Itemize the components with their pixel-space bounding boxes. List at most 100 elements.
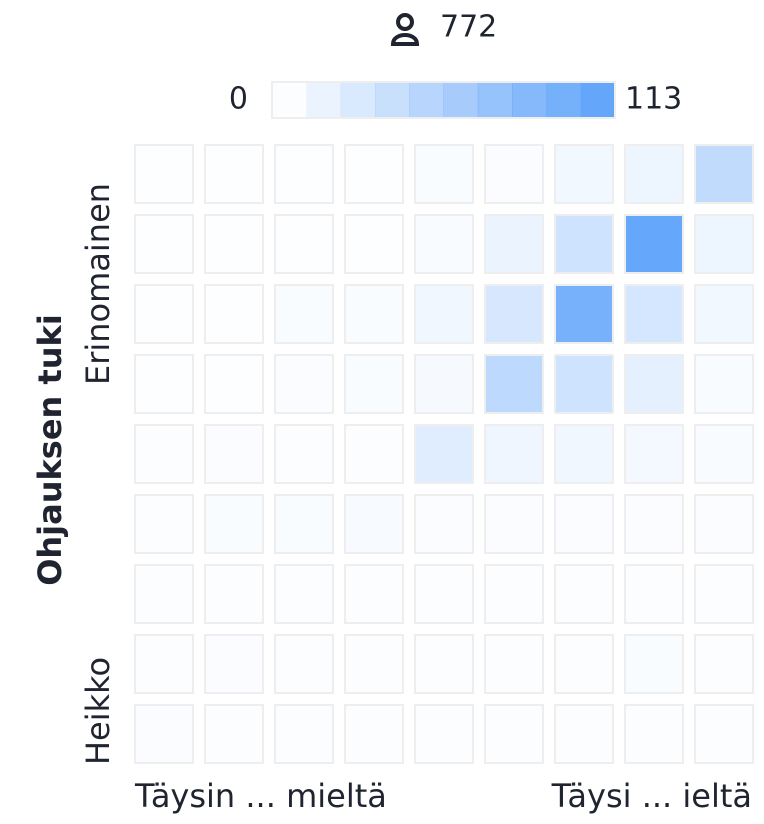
heatmap-cell xyxy=(554,354,614,414)
colorbar-step xyxy=(580,82,616,118)
heatmap-cell xyxy=(274,704,334,764)
y-bottom-label: Heikko xyxy=(79,657,117,765)
heatmap-cell xyxy=(344,634,404,694)
heatmap-cell xyxy=(624,494,684,554)
heatmap-cell xyxy=(694,424,754,484)
heatmap-cell xyxy=(134,214,194,274)
heatmap-cell xyxy=(484,354,544,414)
heatmap-cell xyxy=(274,284,334,344)
colorbar-border xyxy=(271,81,616,119)
heatmap-cell xyxy=(484,634,544,694)
heatmap-cell xyxy=(624,704,684,764)
heatmap-cell xyxy=(624,354,684,414)
heatmap-cell xyxy=(484,564,544,624)
colorbar-step xyxy=(272,82,307,118)
heatmap-cell xyxy=(344,144,404,204)
heatmap-cell xyxy=(694,144,754,204)
heatmap-cell xyxy=(554,144,614,204)
heatmap-cell xyxy=(414,214,474,274)
heatmap-cell xyxy=(414,634,474,694)
heatmap-cell xyxy=(134,564,194,624)
heatmap-cell xyxy=(624,634,684,694)
heatmap-cell xyxy=(414,144,474,204)
heatmap-cell xyxy=(414,354,474,414)
heatmap-cell xyxy=(274,494,334,554)
heatmap-cell xyxy=(554,704,614,764)
heatmap-cell xyxy=(344,214,404,274)
heatmap-cell xyxy=(694,704,754,764)
heatmap-cell xyxy=(694,214,754,274)
heatmap-cell xyxy=(624,424,684,484)
x-right-label: Täysi ... ieltä xyxy=(551,777,752,815)
heatmap-cell xyxy=(624,284,684,344)
heatmap-cell xyxy=(204,144,264,204)
y-top-label: Erinomainen xyxy=(79,183,117,385)
respondent-icon xyxy=(390,13,420,46)
heatmap-cell xyxy=(694,494,754,554)
heatmap-cell xyxy=(694,564,754,624)
heatmap-cell xyxy=(204,354,264,414)
heatmap-cell xyxy=(134,424,194,484)
colorbar-min: 0 xyxy=(229,82,248,117)
heatmap-cell xyxy=(414,424,474,484)
heatmap-cell xyxy=(134,634,194,694)
heatmap-cell xyxy=(344,284,404,344)
heatmap-cell xyxy=(274,214,334,274)
colorbar-step xyxy=(546,82,582,118)
heatmap-cell xyxy=(204,564,264,624)
heatmap-cell xyxy=(274,354,334,414)
heatmap-cell xyxy=(344,704,404,764)
heatmap-cell xyxy=(344,564,404,624)
heatmap-cell xyxy=(274,564,334,624)
heatmap-cell xyxy=(274,424,334,484)
heatmap-cell xyxy=(414,564,474,624)
heatmap-cell xyxy=(624,564,684,624)
heatmap-cell xyxy=(484,424,544,484)
heatmap-cell xyxy=(204,284,264,344)
y-axis-title: Ohjauksen tuki xyxy=(31,314,69,586)
heatmap-cell xyxy=(344,354,404,414)
heatmap-cell xyxy=(624,214,684,274)
heatmap-cell xyxy=(204,214,264,274)
heatmap-cell xyxy=(554,214,614,274)
heatmap-cell xyxy=(204,634,264,694)
colorbar-step xyxy=(512,82,547,118)
colorbar-step xyxy=(306,82,342,118)
heatmap-cell xyxy=(694,354,754,414)
heatmap-cell xyxy=(274,634,334,694)
heatmap-cell xyxy=(204,494,264,554)
heatmap-cell xyxy=(344,424,404,484)
heatmap-cell xyxy=(554,564,614,624)
heatmap-cell xyxy=(554,284,614,344)
heatmap-cell xyxy=(484,214,544,274)
heatmap-cell xyxy=(414,494,474,554)
respondent-count: 772 xyxy=(440,10,497,45)
heatmap-cell xyxy=(554,494,614,554)
heatmap-cell xyxy=(554,424,614,484)
colorbar-step xyxy=(374,82,410,118)
heatmap-cell xyxy=(134,354,194,414)
heatmap-cell xyxy=(134,284,194,344)
heatmap-cell xyxy=(204,424,264,484)
colorbar-max: 113 xyxy=(625,82,682,117)
heatmap-cell xyxy=(414,284,474,344)
heatmap-cell xyxy=(274,144,334,204)
heatmap-cell xyxy=(624,144,684,204)
heatmap-cell xyxy=(694,284,754,344)
x-left-label: Täysin ... mieltä xyxy=(134,777,387,815)
colorbar-step xyxy=(409,82,444,118)
heatmap-cell xyxy=(134,494,194,554)
heatmap-cell xyxy=(204,704,264,764)
heatmap-cell xyxy=(134,704,194,764)
heatmap-cell xyxy=(484,704,544,764)
heatmap-cell xyxy=(554,634,614,694)
heatmap-cell xyxy=(484,494,544,554)
heatmap-cell xyxy=(484,284,544,344)
colorbar-step xyxy=(340,82,376,118)
heatmap-cell xyxy=(344,494,404,554)
heatmap-cell xyxy=(694,634,754,694)
heatmap-cell xyxy=(134,144,194,204)
colorbar-step xyxy=(443,82,479,118)
heatmap-cell xyxy=(414,704,474,764)
